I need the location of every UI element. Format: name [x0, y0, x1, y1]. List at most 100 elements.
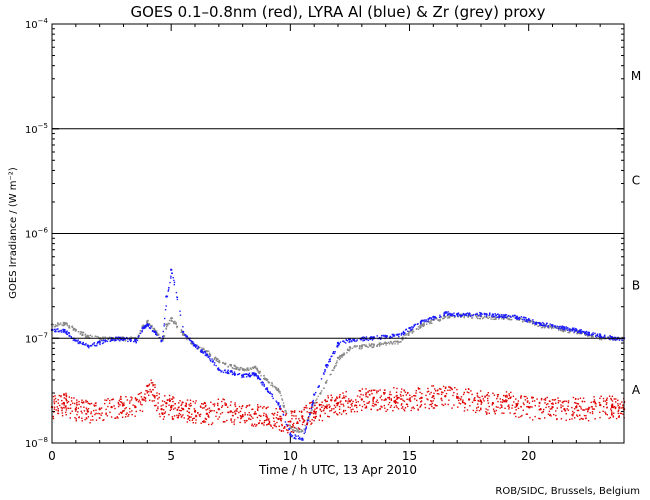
series-2-dot	[345, 413, 348, 415]
series-0-dot	[566, 329, 568, 331]
series-2-dot	[300, 411, 303, 413]
series-2-dot	[456, 388, 458, 391]
series-2-dot	[611, 404, 614, 407]
series-2-dot	[90, 402, 93, 405]
series-2-dot	[379, 408, 382, 410]
series-1-dot	[424, 320, 426, 323]
series-2-dot	[372, 389, 375, 391]
series-2-dot	[160, 405, 162, 407]
series-1-dot	[64, 332, 67, 334]
series-2-dot	[520, 396, 522, 398]
series-0-dot	[449, 315, 451, 317]
series-2-dot	[500, 401, 502, 403]
series-1-dot	[329, 360, 331, 362]
series-2-dot	[315, 415, 317, 418]
series-2-dot	[503, 412, 505, 414]
series-2-dot	[357, 401, 359, 403]
series-1-dot	[345, 342, 347, 344]
series-1-dot	[517, 318, 520, 320]
series-1-dot	[130, 340, 132, 342]
series-2-dot	[316, 401, 318, 404]
series-2-dot	[372, 399, 374, 401]
series-1-dot	[324, 371, 326, 373]
series-1-dot	[214, 362, 216, 364]
series-2-dot	[171, 416, 174, 418]
series-1-dot	[523, 318, 526, 321]
series-2-dot	[78, 416, 80, 418]
series-1-dot	[547, 326, 549, 328]
series-1-dot	[238, 373, 241, 375]
flare-class-C: C	[632, 174, 640, 188]
series-1-dot	[551, 326, 553, 328]
series-1-dot	[245, 376, 248, 378]
series-2-dot	[598, 401, 601, 404]
series-2-dot	[592, 401, 595, 403]
series-0-dot	[170, 319, 173, 322]
series-2-dot	[331, 408, 333, 410]
series-2-dot	[507, 405, 509, 407]
series-2-dot	[372, 398, 374, 400]
series-2-dot	[379, 396, 381, 399]
series-0-dot	[407, 332, 409, 335]
series-2-dot	[557, 400, 560, 402]
series-1-point	[277, 402, 280, 405]
series-1-dot	[571, 329, 574, 332]
series-1-dot	[93, 344, 96, 347]
series-2-dot	[299, 420, 301, 422]
series-0-dot	[368, 343, 371, 345]
series-2-dot	[396, 398, 398, 400]
series-0-dot	[304, 424, 306, 427]
series-2-dot	[584, 417, 587, 420]
series-2-dot	[328, 406, 331, 409]
series-2-dot	[93, 405, 96, 407]
series-1-dot	[134, 338, 136, 341]
series-2-dot	[178, 402, 180, 404]
series-2-point	[141, 398, 144, 401]
series-2-dot	[571, 410, 574, 413]
series-2-dot	[107, 398, 109, 400]
series-1-dot	[457, 312, 460, 315]
series-2-dot	[424, 403, 426, 405]
series-0-dot	[315, 399, 317, 402]
series-2-dot	[74, 417, 76, 419]
series-2-dot	[524, 399, 527, 401]
series-1-dot	[575, 327, 577, 330]
series-1-dot	[579, 329, 581, 331]
series-2-dot	[487, 402, 490, 404]
series-1-dot	[582, 331, 584, 333]
series-1-dot	[392, 335, 394, 337]
series-2-dot	[63, 397, 65, 399]
series-2-dot	[587, 420, 590, 422]
series-1-dot	[182, 326, 184, 328]
series-2-dot	[555, 410, 557, 412]
series-0-dot	[501, 318, 503, 320]
series-2-dot	[327, 395, 329, 397]
series-1-dot	[355, 340, 358, 342]
series-2-dot	[478, 409, 481, 412]
series-1-dot	[143, 326, 145, 329]
series-2-dot	[494, 411, 496, 413]
series-2-dot	[152, 384, 154, 386]
series-2-dot	[554, 398, 557, 401]
series-2-dot	[279, 415, 281, 418]
series-0-dot	[463, 315, 466, 317]
series-0-dot	[72, 328, 75, 330]
series-2-dot	[201, 403, 203, 405]
series-2-dot	[430, 400, 432, 402]
series-2-dot	[343, 395, 345, 397]
series-1-dot	[320, 378, 323, 380]
series-0-dot	[85, 336, 87, 339]
series-1-dot	[109, 340, 111, 342]
series-2-dot	[569, 418, 571, 421]
series-0-dot	[407, 334, 409, 336]
series-1-dot	[498, 316, 501, 319]
series-2-dot	[363, 400, 365, 403]
series-2-dot	[309, 402, 311, 404]
series-2-dot	[176, 416, 179, 419]
series-1-dot	[524, 320, 527, 322]
series-2-dot	[100, 414, 102, 416]
series-2-dot	[105, 399, 108, 402]
series-0-dot	[330, 373, 332, 375]
series-2-dot	[313, 419, 315, 422]
series-2-dot	[551, 408, 553, 410]
